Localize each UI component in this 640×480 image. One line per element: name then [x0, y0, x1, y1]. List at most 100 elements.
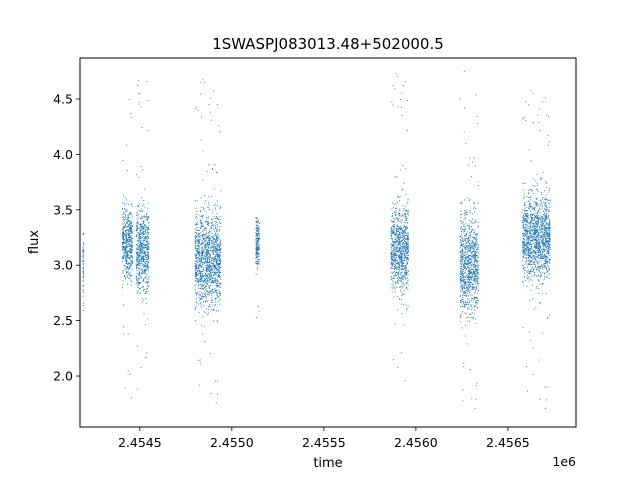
data-point: [212, 271, 214, 274]
data-point: [129, 250, 131, 252]
data-point: [218, 263, 221, 265]
data-point: [391, 220, 393, 222]
data-point: [464, 247, 466, 250]
data-point: [139, 255, 141, 257]
data-point: [536, 240, 538, 242]
data-point: [139, 264, 141, 266]
data-point: [407, 198, 409, 200]
data-point: [145, 229, 147, 231]
data-point: [396, 224, 398, 226]
data-point: [390, 231, 392, 233]
data-point: [400, 227, 402, 230]
data-point: [470, 246, 472, 248]
data-point: [398, 212, 400, 214]
data-point: [147, 228, 150, 230]
data-point: [543, 214, 545, 216]
data-point: [466, 320, 468, 322]
data-point: [546, 248, 548, 250]
data-point: [129, 236, 131, 238]
data-point: [472, 273, 474, 276]
data-point: [475, 398, 477, 400]
data-point: [219, 258, 221, 260]
data-point: [137, 264, 140, 266]
data-point: [124, 204, 126, 206]
data-point: [542, 240, 544, 242]
data-point: [202, 78, 204, 80]
data-point: [472, 286, 474, 288]
data-point: [139, 263, 141, 265]
data-point: [212, 237, 214, 239]
data-point: [402, 278, 404, 281]
data-point: [131, 259, 133, 261]
data-point: [471, 295, 473, 297]
data-point: [466, 298, 469, 300]
data-point: [255, 273, 257, 275]
data-point: [467, 291, 469, 293]
data-point: [539, 301, 541, 304]
data-point: [213, 271, 215, 274]
data-point: [399, 267, 401, 269]
data-point: [468, 243, 471, 245]
data-point: [526, 233, 528, 235]
data-point: [467, 261, 470, 263]
data-point: [401, 239, 403, 241]
data-point: [391, 232, 394, 234]
data-point: [476, 242, 478, 244]
data-point: [477, 221, 479, 223]
data-point: [198, 278, 200, 280]
data-point: [474, 297, 476, 299]
data-point: [128, 213, 130, 215]
data-point: [395, 203, 397, 205]
data-point: [147, 251, 149, 253]
data-point: [144, 251, 146, 253]
data-point: [196, 270, 198, 272]
data-point: [403, 209, 405, 211]
data-point: [398, 232, 401, 234]
data-point: [129, 274, 131, 276]
data-point: [461, 240, 463, 242]
data-point: [535, 253, 537, 256]
data-point: [83, 260, 85, 262]
data-point: [526, 275, 528, 277]
data-point: [405, 264, 407, 266]
data-point: [402, 268, 404, 270]
data-point: [141, 302, 143, 304]
data-point: [211, 265, 213, 268]
data-point: [474, 291, 476, 293]
data-point: [402, 287, 404, 289]
data-point: [531, 244, 533, 246]
data-point: [128, 267, 130, 269]
data-point: [257, 246, 259, 248]
data-point: [197, 247, 200, 249]
data-point: [477, 265, 479, 267]
data-point: [473, 317, 475, 319]
data-point: [475, 385, 477, 387]
data-point: [256, 268, 258, 270]
data-point: [216, 393, 218, 395]
data-point: [216, 236, 218, 238]
data-point: [141, 217, 143, 219]
data-point: [145, 216, 147, 218]
data-point: [204, 256, 206, 258]
data-point: [459, 266, 461, 268]
data-point: [544, 257, 546, 259]
data-point: [465, 218, 467, 220]
data-point: [466, 279, 469, 281]
data-point: [198, 241, 200, 243]
data-point: [470, 220, 472, 222]
data-point: [258, 239, 260, 241]
data-point: [462, 298, 464, 300]
data-point: [208, 306, 210, 308]
data-point: [469, 228, 471, 230]
data-point: [142, 169, 144, 171]
data-point: [217, 296, 219, 298]
data-point: [529, 200, 531, 202]
data-point: [136, 388, 138, 390]
data-point: [405, 255, 407, 257]
data-point: [471, 272, 473, 274]
data-point: [219, 222, 221, 224]
data-point: [146, 247, 148, 249]
data-point: [217, 268, 220, 270]
data-point: [137, 249, 139, 251]
data-point: [126, 263, 128, 265]
